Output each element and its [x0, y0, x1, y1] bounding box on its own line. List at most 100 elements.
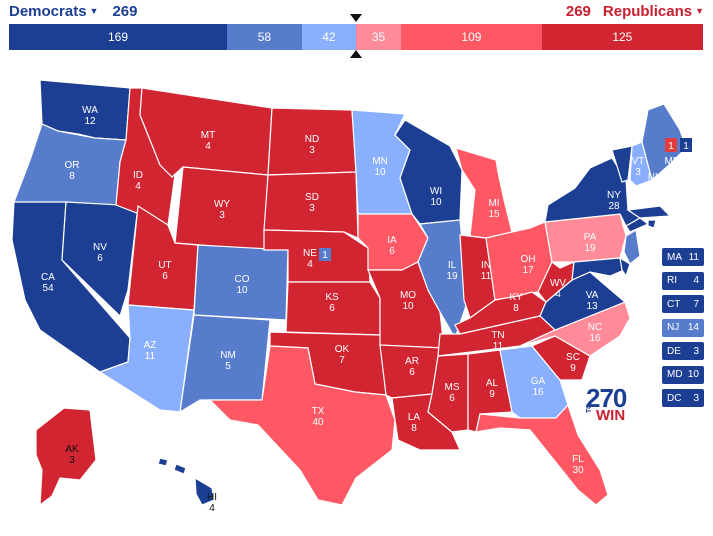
- state-sd[interactable]: [263, 171, 359, 239]
- header: Democrats ▼ 269 269 Republicans ▼: [0, 0, 713, 24]
- state-label-hi: HI: [207, 492, 217, 503]
- small-state-votes: 11: [688, 251, 699, 263]
- state-votes-nv: 6: [97, 253, 103, 264]
- state-votes-me: 2: [669, 167, 675, 178]
- small-state-votes: 3: [693, 392, 699, 404]
- state-votes-ny: 28: [608, 201, 620, 212]
- state-votes-il: 19: [446, 271, 458, 282]
- small-state-dc[interactable]: DC 3: [662, 389, 704, 407]
- electoral-vote-bar: 169 58 42 35 109 125: [9, 24, 703, 50]
- state-votes-wy: 3: [219, 210, 225, 221]
- state-me[interactable]: [641, 103, 687, 182]
- state-fl[interactable]: [475, 403, 609, 506]
- state-label-mi: MI: [488, 198, 499, 209]
- logo-number: 270: [586, 383, 627, 413]
- state-votes-mt: 4: [205, 141, 211, 152]
- small-state-ma[interactable]: MA 11: [662, 248, 704, 266]
- state-votes-mi: 15: [488, 209, 500, 220]
- state-votes-az: 11: [145, 351, 156, 362]
- state-label-ga: GA: [531, 376, 546, 387]
- state-votes-in: 11: [481, 271, 492, 282]
- state-label-oh: OH: [521, 254, 536, 265]
- state-votes-co: 10: [236, 285, 248, 296]
- state-label-al: AL: [486, 378, 499, 389]
- small-state-votes: 4: [693, 275, 699, 286]
- state-wi[interactable]: [394, 119, 463, 225]
- bar-segment-2: 42: [301, 24, 356, 50]
- state-de[interactable]: [619, 256, 631, 278]
- state-nh[interactable]: [629, 141, 653, 187]
- state-votes-nd: 3: [309, 145, 315, 156]
- republicans-dropdown[interactable]: 269 Republicans ▼: [566, 3, 704, 20]
- caret-down-icon: ▼: [695, 6, 704, 16]
- midpoint-marker-top-icon: [350, 14, 362, 22]
- small-state-ri[interactable]: RI 4: [662, 271, 704, 290]
- state-label-ok: OK: [335, 344, 350, 355]
- state-votes-id: 4: [135, 181, 141, 192]
- small-state-abbr: NJ: [667, 322, 680, 333]
- state-label-ne: NE: [303, 248, 317, 259]
- state-votes-ms: 6: [449, 393, 455, 404]
- republicans-total: 269: [565, 3, 591, 20]
- state-mi[interactable]: [455, 147, 513, 239]
- state-votes-nm: 5: [225, 361, 231, 372]
- state-md[interactable]: [571, 257, 625, 281]
- state-ak[interactable]: [35, 407, 97, 507]
- state-votes-tx: 40: [312, 417, 324, 428]
- state-label-mn: MN: [372, 156, 388, 167]
- caret-down-icon: ▼: [89, 6, 99, 16]
- us-map: 1 1 1 WA12OR8CA54NV6ID4MT4WY3UT6AZ11CO10…: [11, 79, 692, 514]
- state-label-ks: KS: [325, 292, 339, 303]
- state-votes-ia: 6: [389, 246, 395, 257]
- state-label-la: LA: [408, 412, 421, 423]
- state-votes-ga: 16: [532, 387, 544, 398]
- state-label-ak: AK: [65, 444, 79, 455]
- state-label-co: CO: [235, 274, 250, 285]
- small-state-abbr: CT: [667, 298, 681, 310]
- nebraska-district-2[interactable]: [319, 248, 331, 261]
- state-hi[interactable]: [173, 463, 187, 475]
- state-hi[interactable]: [194, 476, 215, 506]
- state-votes-ky: 8: [513, 303, 519, 314]
- midpoint-marker-bottom-icon: [350, 50, 362, 58]
- small-state-votes: 3: [693, 345, 699, 357]
- nebraska-district-2-votes: 1: [322, 250, 328, 261]
- state-nj[interactable]: [623, 229, 641, 265]
- maine-district-1[interactable]: [665, 138, 677, 152]
- democrats-total: 269: [112, 3, 138, 20]
- bar-segment-1: 58: [227, 24, 302, 50]
- state-label-nc: NC: [588, 322, 602, 333]
- state-label-ar: AR: [405, 356, 419, 367]
- state-label-tn: TN: [491, 330, 504, 341]
- state-votes-hi: 4: [209, 503, 215, 514]
- state-vt[interactable]: [611, 145, 633, 183]
- democrats-label: Democrats: [9, 3, 87, 20]
- state-votes-nc: 16: [589, 333, 601, 344]
- state-votes-oh: 17: [522, 265, 534, 276]
- state-votes-va: 13: [586, 301, 598, 312]
- state-tx[interactable]: [208, 345, 396, 506]
- logo-win: WIN: [596, 407, 626, 424]
- small-state-ct[interactable]: CT 7: [662, 295, 704, 313]
- state-votes-mo: 10: [402, 301, 414, 312]
- small-state-votes: 7: [693, 298, 699, 310]
- state-hi[interactable]: [157, 457, 169, 467]
- state-label-sd: SD: [305, 192, 319, 203]
- state-votes-wi: 10: [430, 197, 442, 208]
- state-label-il: IL: [448, 260, 457, 271]
- state-votes-la: 8: [411, 423, 417, 434]
- state-label-nv: NV: [93, 242, 107, 253]
- state-ma[interactable]: [626, 205, 672, 219]
- democrats-dropdown[interactable]: Democrats ▼ 269: [9, 3, 138, 20]
- state-ri[interactable]: [647, 219, 657, 229]
- small-state-de[interactable]: DE 3: [662, 342, 704, 360]
- state-label-wv: WV: [550, 278, 566, 289]
- small-state-nj[interactable]: NJ 14: [662, 318, 704, 337]
- state-votes-al: 9: [489, 389, 495, 400]
- small-state-md[interactable]: MD 10: [662, 365, 704, 384]
- small-state-abbr: MA: [667, 251, 682, 263]
- state-label-mo: MO: [400, 290, 416, 301]
- maine-district-2[interactable]: [680, 138, 692, 152]
- state-votes-ut: 6: [162, 271, 168, 282]
- state-votes-ak: 3: [69, 455, 75, 466]
